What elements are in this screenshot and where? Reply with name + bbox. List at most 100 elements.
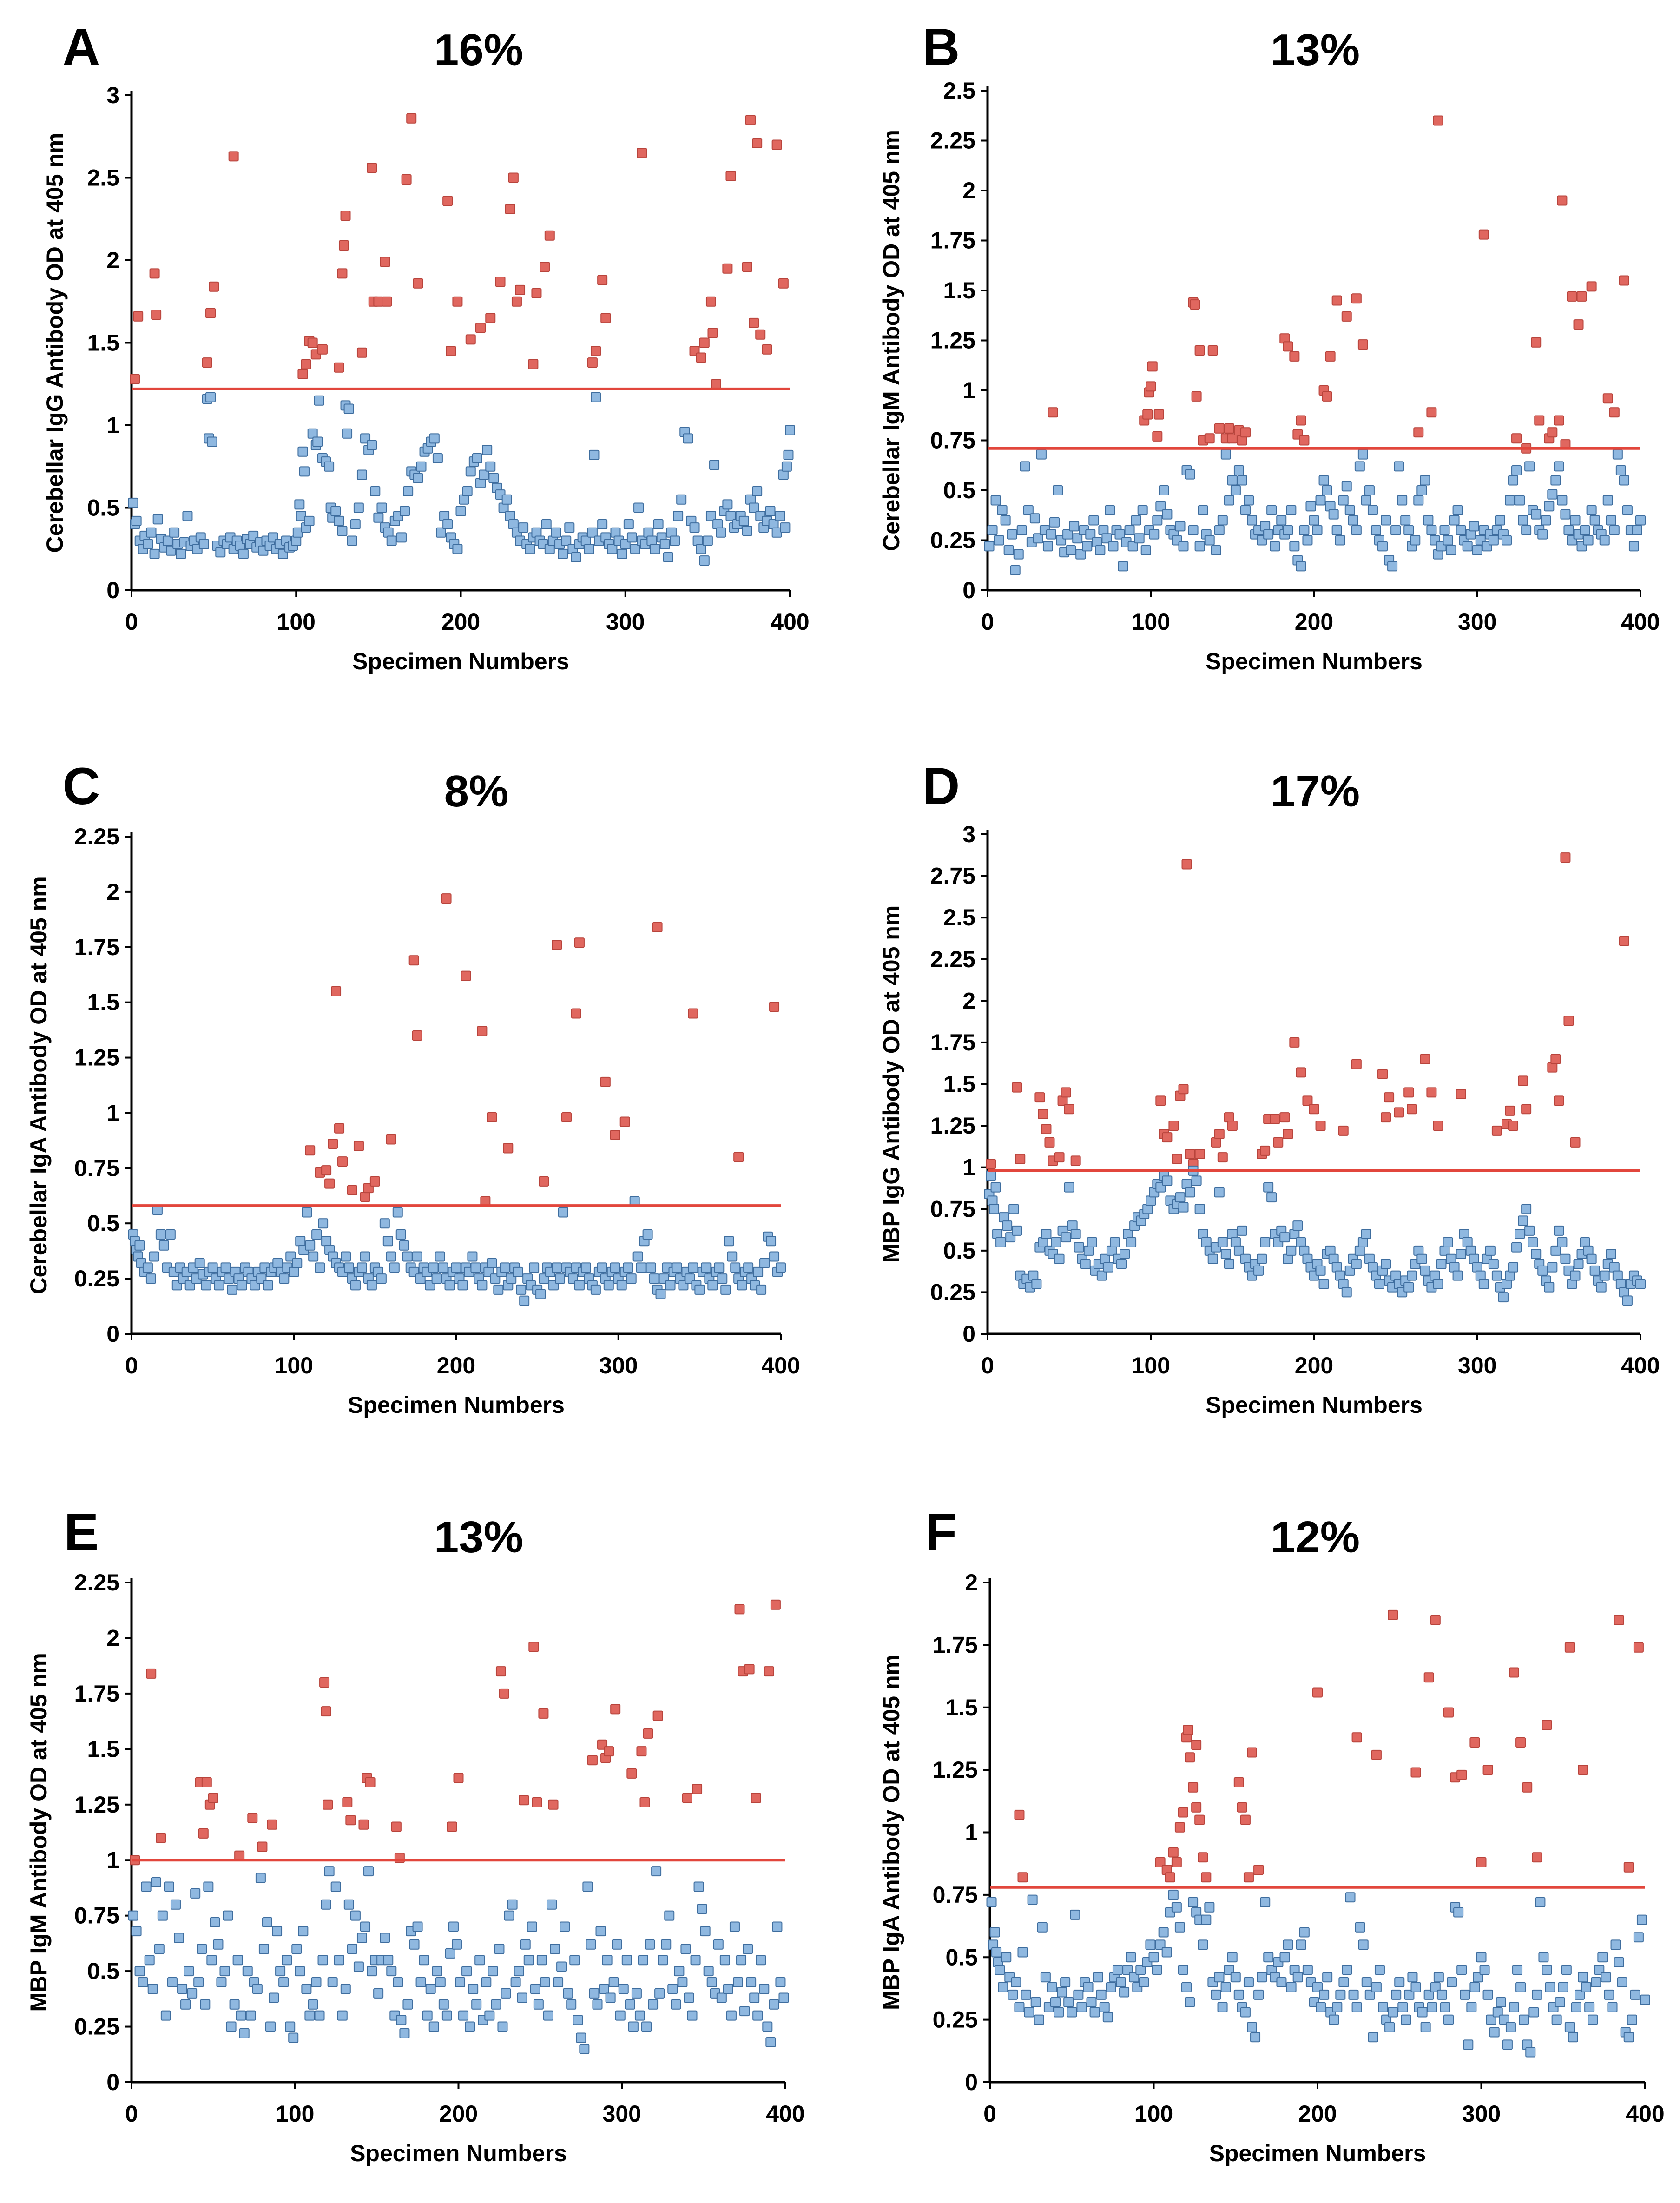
negative-point [1357,449,1368,460]
negative-point [488,1966,498,1977]
positive-point [755,329,766,340]
positive-point [544,230,555,241]
negative-point [749,1992,760,2003]
negative-point [1544,1282,1555,1293]
negative-point [1207,1253,1218,1264]
y-tick-label: 2.25 [74,1570,119,1596]
y-tick-label: 0.75 [930,1196,975,1222]
negative-point [1433,1972,1444,1983]
negative-point [769,1251,780,1262]
positive-point [156,1833,166,1843]
negative-point [661,1939,672,1950]
positive-point [413,278,423,289]
positive-point [347,1185,357,1195]
negative-point [702,535,713,546]
negative-point [628,2021,639,2032]
negative-point [389,1262,400,1273]
positive-point [1573,319,1584,330]
negative-point [580,1262,591,1273]
negative-point [1266,505,1277,515]
negative-point [589,1988,600,1999]
positive-point [1309,1104,1319,1115]
negative-point [1070,1229,1081,1239]
negative-point [553,1977,564,1987]
negative-point [1532,1989,1542,2000]
negative-point [520,1939,531,1950]
positive-point [1633,1642,1644,1653]
negative-point [571,552,581,562]
negative-point [429,433,440,444]
positive-point [1331,295,1342,306]
positive-point [1550,1054,1561,1064]
negative-point [382,1236,393,1247]
negative-point [683,433,693,444]
positive-point [1041,1124,1052,1134]
x-tick-label: 0 [125,609,138,635]
negative-point [1257,1972,1267,1983]
negative-point [722,499,733,510]
negative-point [289,1266,299,1277]
negative-point [778,1992,789,2003]
x-axis-label: Specimen Numbers [352,648,569,674]
positive-point [1191,391,1202,402]
positive-point [209,281,219,292]
negative-point [312,436,323,447]
negative-point [1017,1947,1028,1958]
positive-point [1509,1667,1519,1678]
negative-point [1609,525,1620,535]
negative-point [618,1984,629,1994]
negative-point [1489,2027,1500,2038]
negative-point [1201,1914,1212,1925]
negative-point [1214,1187,1225,1198]
positive-point [699,337,710,348]
y-axis-label: MBP IgA Antibody OD at 405 nm [878,1655,904,2010]
negative-point [533,1999,544,2010]
negative-point [1452,505,1463,515]
negative-point [737,1280,747,1291]
positive-point [1162,1132,1173,1143]
negative-point [1140,545,1151,555]
negative-point [1594,1965,1605,1975]
positive-point [751,1793,761,1803]
negative-point [472,453,482,463]
negative-point [1358,1939,1369,1950]
negative-point [1011,1977,1021,1987]
negative-point [311,1229,322,1240]
negative-point [1456,1249,1466,1259]
negative-point [1367,505,1378,515]
negative-point [1067,2007,1077,2018]
negative-point [1544,501,1555,512]
negative-point [198,539,209,549]
negative-point [1636,1914,1647,1925]
positive-point [1420,1054,1430,1064]
y-tick-label: 1 [965,1820,978,1846]
negative-point [519,1295,530,1306]
negative-point [1512,1965,1523,1975]
positive-point [391,1821,402,1832]
positive-point [198,1828,209,1839]
negative-point [1338,1977,1349,1987]
negative-point [1607,2002,1618,2012]
negative-point [743,1944,753,1954]
negative-point [1335,1989,1346,2000]
negative-point [1095,545,1106,555]
negative-point [1031,1279,1042,1289]
negative-point [569,1955,580,1966]
negative-point [1118,561,1128,572]
x-tick-label: 100 [275,1352,313,1379]
panel-title: 8% [444,766,509,816]
negative-point [142,1262,153,1273]
x-axis-label: Specimen Numbers [348,1392,565,1418]
negative-point [193,1977,204,1987]
negative-point [1495,515,1505,526]
positive-point [1181,859,1192,870]
negative-point [301,1984,312,1994]
positive-point [1482,1765,1493,1775]
y-tick-label: 1 [106,1100,119,1126]
negative-point [1580,525,1590,535]
negative-point [1194,1204,1205,1214]
positive-point [447,1821,457,1832]
negative-point [617,548,627,559]
negative-point [759,1984,770,1994]
